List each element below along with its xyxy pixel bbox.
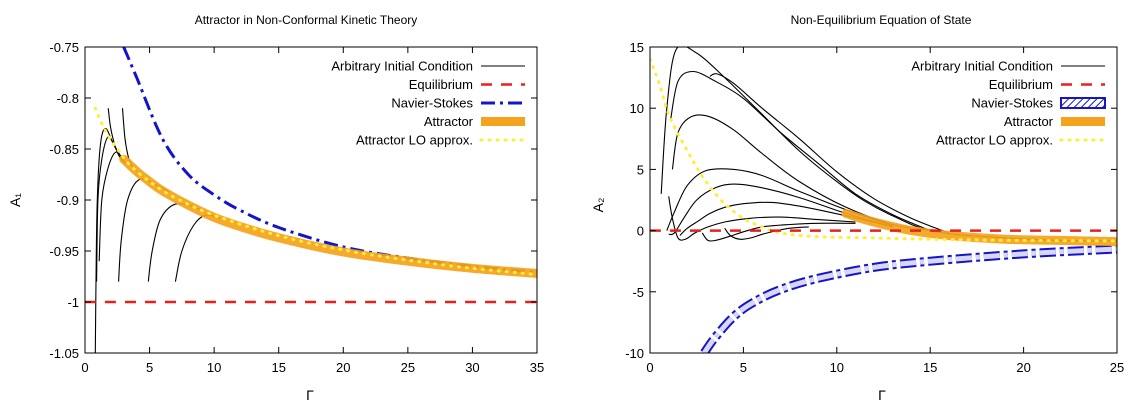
legend-label: Arbitrary Initial Condition <box>911 59 1053 74</box>
legend-label: Attractor LO approx. <box>356 133 473 148</box>
series-line-navier-stokes-hatch <box>704 249 1117 353</box>
legend-label: Attractor LO approx. <box>936 133 1053 148</box>
x-tick-label: 25 <box>401 360 415 375</box>
plot-area <box>85 47 537 353</box>
y-tick-label: 15 <box>630 40 644 55</box>
y-tick-label: -0.95 <box>49 244 79 259</box>
x-tick-label: 5 <box>146 360 153 375</box>
series-line-curve <box>669 184 893 234</box>
x-tick-label: 0 <box>646 360 653 375</box>
series-line-navier-stokes <box>124 47 537 272</box>
legend-swatch <box>1061 98 1105 108</box>
series-line-attractor <box>124 159 537 273</box>
legend-swatch <box>1061 117 1105 126</box>
y-tick-label: -0.9 <box>57 193 79 208</box>
x-tick-label: 15 <box>271 360 285 375</box>
chart-title: Attractor in Non-Conformal Kinetic Theor… <box>195 13 418 27</box>
y-tick-label: 10 <box>630 101 644 116</box>
x-tick-label: 15 <box>923 360 937 375</box>
y-tick-label: 0 <box>637 224 644 239</box>
series-line-curve <box>148 204 201 282</box>
y-tick-label: -0.8 <box>57 91 79 106</box>
legend-label: Equilibrium <box>989 77 1053 92</box>
plot-frame <box>650 47 1117 353</box>
y-tick-label: -1 <box>67 295 79 310</box>
y-axis-label: A₂ <box>590 198 606 213</box>
legend: Arbitrary Initial Condition Equilibrium Na… <box>331 59 525 148</box>
chart-panel-a2: Non-Equilibrium Equation of State 0 5 10 15… <box>590 13 1124 401</box>
legend-label: Attractor <box>1004 114 1054 129</box>
y-tick-label: -1.05 <box>49 346 79 361</box>
series-line-attractor <box>846 214 1117 242</box>
plot-frame <box>85 47 537 353</box>
series-line-curve <box>175 215 220 282</box>
chart-title: Non-Equilibrium Equation of State <box>791 13 972 27</box>
legend: Arbitrary Initial Condition Equilibrium Na… <box>911 59 1105 148</box>
x-tick-label: 10 <box>207 360 221 375</box>
x-tick-label: 30 <box>465 360 479 375</box>
y-tick-label: 5 <box>637 162 644 177</box>
y-tick-label: -5 <box>632 285 644 300</box>
series-line-curve <box>725 227 809 239</box>
chart-panel-a1: Attractor in Non-Conformal Kinetic Theor… <box>7 13 544 401</box>
series-line-curve <box>99 152 124 261</box>
legend-label: Navier-Stokes <box>971 96 1053 111</box>
x-axis-label: Γ <box>878 387 886 401</box>
x-tick-label: 25 <box>1110 360 1124 375</box>
legend-label: Equilibrium <box>409 77 473 92</box>
x-tick-label: 20 <box>336 360 350 375</box>
legend-label: Attractor <box>424 114 474 129</box>
y-tick-label: -10 <box>625 346 644 361</box>
x-tick-label: 0 <box>81 360 88 375</box>
legend-label: Navier-Stokes <box>391 96 473 111</box>
legend-label: Arbitrary Initial Condition <box>331 59 473 74</box>
x-axis-label: Γ <box>306 387 314 401</box>
x-tick-label: 10 <box>830 360 844 375</box>
y-axis-label: A₁ <box>7 193 23 207</box>
x-tick-label: 20 <box>1016 360 1030 375</box>
x-tick-label: 5 <box>740 360 747 375</box>
x-tick-label: 35 <box>530 360 544 375</box>
legend-swatch <box>481 117 525 126</box>
y-tick-label: -0.75 <box>49 40 79 55</box>
y-tick-label: -0.85 <box>49 142 79 157</box>
